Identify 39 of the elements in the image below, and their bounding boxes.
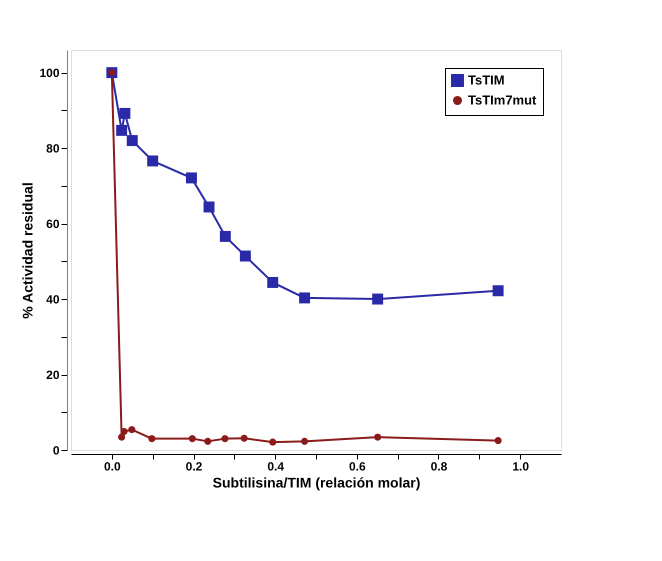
y-tick-label: 80 — [46, 142, 60, 156]
point — [188, 435, 196, 442]
x-tick-label: 0.8 — [430, 460, 448, 474]
point — [118, 434, 126, 441]
point — [220, 230, 231, 242]
point — [147, 155, 158, 166]
point — [204, 202, 214, 212]
x-tick-label: 0.2 — [186, 460, 203, 474]
x-axis-title: Subtilisina/TIM (relación molar) — [212, 474, 420, 490]
point — [269, 438, 276, 446]
x-tick-label: 1.0 — [512, 460, 530, 474]
y-tick-label: 40 — [46, 292, 60, 307]
point — [301, 438, 308, 445]
y-tick-label: 0 — [52, 444, 60, 458]
legend-label: TsTIm7mut — [468, 92, 538, 108]
point — [494, 437, 502, 444]
y-tick-label: 60 — [46, 217, 60, 232]
point — [119, 108, 130, 119]
point — [126, 135, 138, 146]
point — [374, 434, 382, 441]
point — [148, 435, 156, 442]
x-tick-label: 0.0 — [104, 460, 121, 474]
point — [492, 285, 504, 296]
point — [299, 292, 310, 304]
point — [267, 276, 278, 288]
y-axis-title: % Actividad residual — [19, 182, 36, 319]
point — [221, 435, 228, 442]
y-tick-label: 100 — [39, 66, 60, 80]
x-tick-label: 0.6 — [348, 460, 366, 474]
point — [240, 250, 251, 262]
point — [116, 124, 128, 136]
point — [240, 434, 248, 442]
point — [372, 294, 384, 305]
point — [204, 438, 212, 445]
point — [128, 426, 136, 434]
y-tick-label: 20 — [46, 368, 60, 382]
x-tick-label: 0.4 — [267, 460, 284, 474]
legend-label: TsTIM — [468, 72, 505, 88]
point — [186, 172, 197, 184]
